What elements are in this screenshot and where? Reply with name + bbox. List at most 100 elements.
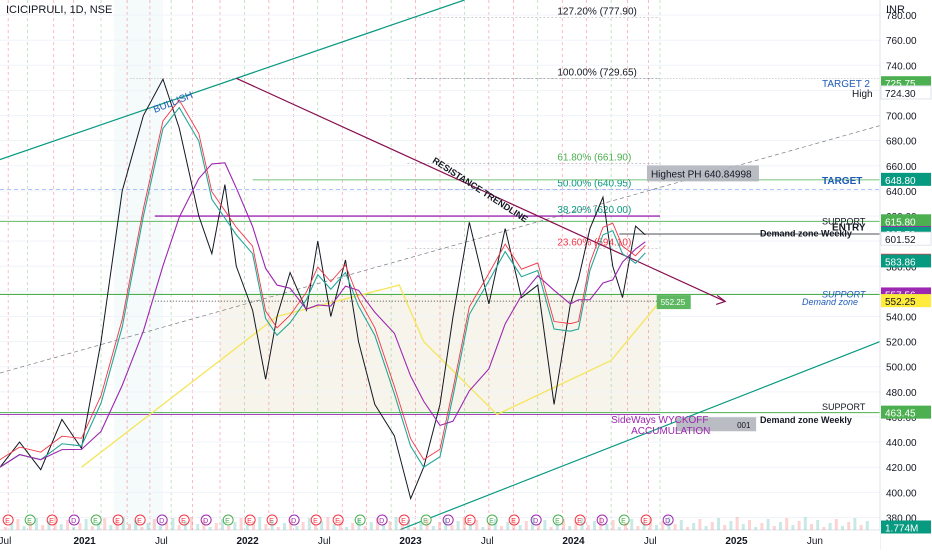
volume-bar — [41, 525, 45, 530]
volume-bar — [481, 527, 485, 530]
event-marker — [2, 514, 14, 526]
price-tag — [881, 520, 931, 534]
event-marker-label: E — [93, 518, 98, 525]
event-marker-label: E — [577, 518, 582, 525]
event-marker-label: D — [291, 518, 296, 525]
sideways-box — [676, 417, 757, 432]
volume-bar — [599, 517, 603, 530]
volume-bar — [320, 521, 324, 530]
volume-bar — [419, 523, 423, 530]
price-tick-label: 660.00 — [886, 162, 917, 173]
price-tick-label: 400.00 — [886, 488, 917, 499]
channel-upper — [0, 0, 465, 161]
event-marker — [310, 514, 322, 526]
volume-bar — [834, 519, 838, 530]
price-tag-label: 552.25 — [885, 297, 916, 308]
volume-bar — [90, 526, 94, 530]
volume-bar — [803, 517, 807, 530]
event-marker — [90, 514, 102, 526]
volume-bar — [810, 524, 813, 530]
volume-bar — [332, 524, 336, 530]
volume-bar — [487, 523, 491, 530]
high-label: High — [852, 89, 873, 100]
fib-level-label: 50.00% (640.95) — [557, 179, 631, 190]
event-marker-label: E — [225, 518, 230, 525]
price-tick-label: 500.00 — [886, 363, 917, 374]
volume-bar — [400, 524, 404, 530]
time-tick-label: Jul — [481, 536, 494, 547]
price-tick-label: 540.00 — [886, 312, 917, 323]
event-marker — [662, 514, 674, 526]
volume-bar — [264, 524, 268, 530]
volume-bar — [369, 522, 373, 530]
time-tick-label: 2022 — [236, 536, 259, 547]
event-marker-label: D — [599, 518, 604, 525]
volume-bar — [729, 521, 733, 530]
volume-bar — [196, 524, 200, 530]
volume-bar — [239, 518, 243, 530]
volume-bar — [469, 524, 472, 530]
currency-label[interactable]: INR — [886, 4, 905, 16]
volume-bar — [301, 522, 305, 530]
volume-bar — [754, 527, 758, 530]
highest-ph-box — [646, 165, 759, 182]
volume-bar — [847, 522, 851, 530]
event-marker — [596, 514, 608, 526]
volume-bar — [853, 518, 857, 530]
target-label: TARGET — [822, 176, 862, 187]
volume-bar — [183, 521, 187, 530]
volume-bar — [363, 526, 367, 530]
volume-bar — [72, 527, 76, 530]
volume-bar — [307, 518, 311, 530]
event-marker-label: E — [181, 518, 186, 525]
price-tag — [880, 231, 932, 246]
volume-bar — [642, 522, 646, 530]
event-marker-label: E — [115, 518, 120, 525]
volume-bar — [4, 527, 7, 530]
event-marker — [222, 514, 234, 526]
volume-bar — [630, 519, 634, 530]
price-tick-label: 480.00 — [886, 388, 917, 399]
event-marker — [156, 514, 168, 526]
time-tick-label: Jul — [155, 536, 168, 547]
volume-bar — [233, 522, 237, 530]
volume-bar — [586, 525, 590, 530]
sideways-label: SideWays WYCKOFF — [611, 415, 708, 426]
event-marker — [574, 514, 586, 526]
target2-label: TARGET 2 — [822, 79, 870, 90]
event-marker — [420, 514, 432, 526]
volume-bar — [382, 525, 386, 530]
volume-bar — [748, 520, 751, 530]
event-marker-label: E — [335, 518, 340, 525]
price-tag-label: 601.52 — [885, 235, 916, 246]
event-marker — [266, 514, 278, 526]
volume-bar — [822, 527, 826, 530]
event-marker-label: E — [643, 518, 648, 525]
fib-level-label: 61.80% (661.90) — [557, 152, 631, 163]
volume-bar — [679, 520, 683, 530]
highest-ph-label: Highest PH 640.84998 — [651, 169, 752, 180]
volume-bar — [772, 526, 776, 530]
volume-bar — [128, 524, 131, 530]
volume-bar — [667, 517, 671, 530]
volume-bar — [574, 522, 578, 530]
volume-bar — [295, 526, 299, 530]
volume-bar — [97, 522, 100, 530]
volume-bar — [438, 522, 441, 530]
event-marker-label: E — [555, 518, 560, 525]
volume-bar — [289, 519, 293, 530]
volume-bar — [593, 521, 596, 530]
volume-bar — [512, 518, 516, 530]
volume-bar — [431, 526, 435, 530]
volume-bar — [146, 523, 150, 530]
price-tag — [881, 254, 931, 268]
volume-bar — [462, 517, 466, 530]
volume-bar — [345, 527, 348, 530]
volume-bar — [518, 525, 522, 530]
event-marker — [640, 514, 652, 526]
event-marker-label: E — [467, 518, 472, 525]
price-tag-label: 724.30 — [885, 89, 916, 100]
volume-bar — [314, 525, 317, 530]
